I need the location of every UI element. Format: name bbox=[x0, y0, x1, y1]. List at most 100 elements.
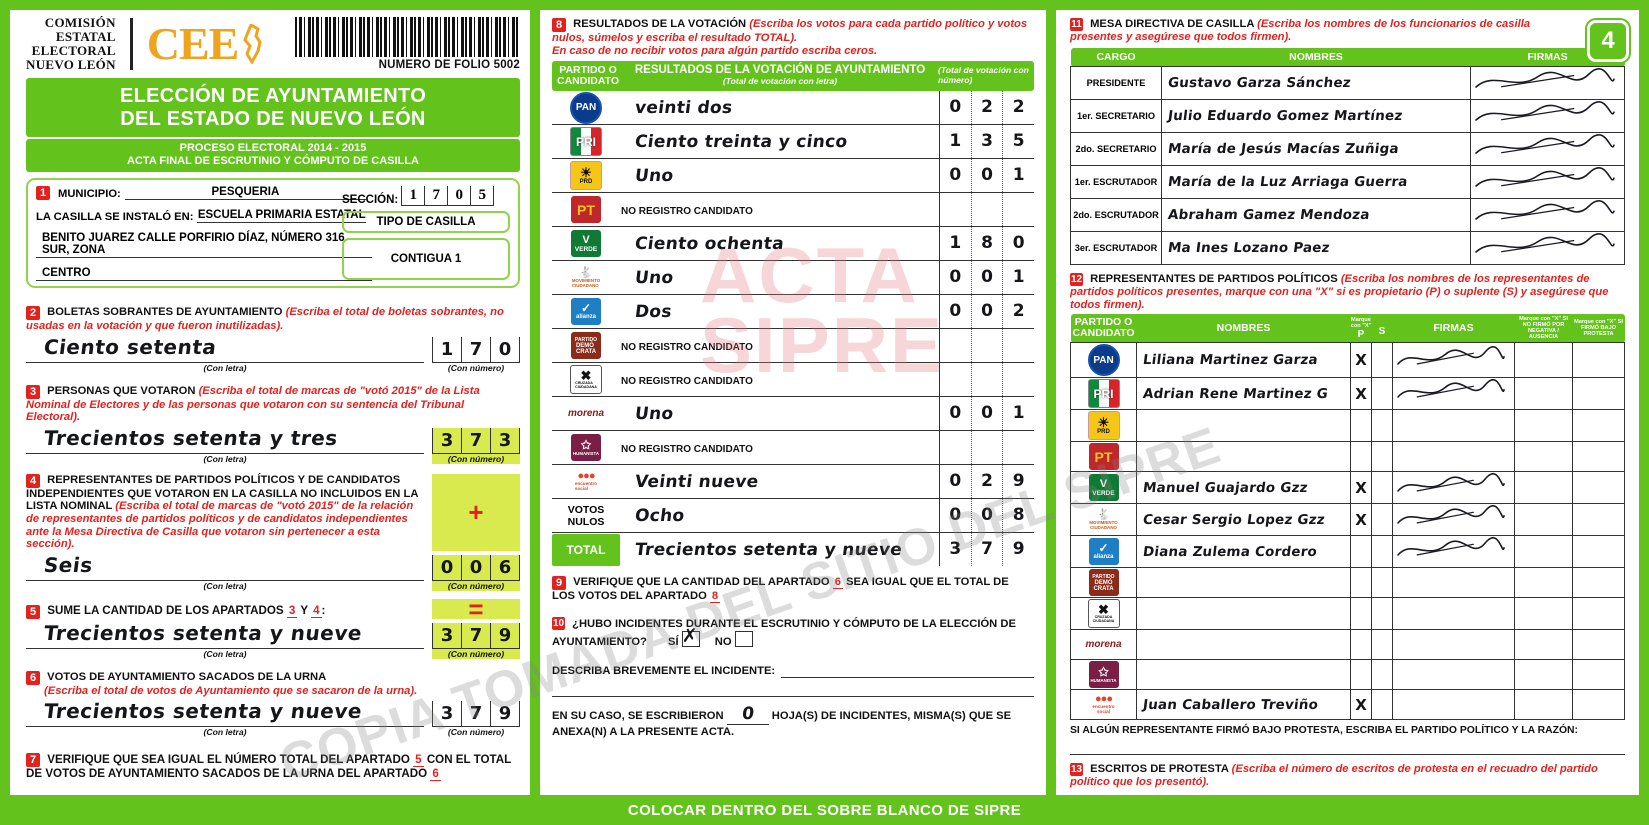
results-row-letter[interactable]: Ciento treinta y cinco bbox=[620, 131, 939, 152]
mesa-firma[interactable] bbox=[1470, 99, 1625, 133]
mesa-firma[interactable] bbox=[1470, 198, 1625, 232]
rep-nombre[interactable] bbox=[1136, 567, 1351, 598]
rep-suplente-mark[interactable] bbox=[1371, 441, 1393, 472]
seccion-digit-1[interactable]: 1 bbox=[401, 186, 425, 206]
mesa-nombre[interactable]: Gustavo Garza Sánchez bbox=[1161, 66, 1471, 100]
votos-nulos-digit-3[interactable]: 8 bbox=[1002, 499, 1034, 532]
rep-bajo-protesta-mark[interactable] bbox=[1572, 409, 1625, 442]
rep-firma[interactable] bbox=[1392, 471, 1515, 504]
rep-firma[interactable] bbox=[1392, 409, 1515, 442]
rep-suplente-mark[interactable] bbox=[1371, 659, 1393, 690]
rep-bajo-protesta-mark[interactable] bbox=[1572, 629, 1625, 660]
tipo-casilla-value[interactable]: CONTIGUA 1 bbox=[342, 238, 510, 280]
results-digit-3[interactable] bbox=[1002, 431, 1034, 464]
results-row-letter[interactable]: Uno bbox=[620, 165, 939, 186]
results-row-letter[interactable]: Ciento ochenta bbox=[620, 233, 939, 254]
results-digit-2[interactable]: 2 bbox=[970, 91, 1003, 124]
casilla-line-2[interactable]: BENITO JUAREZ CALLE PORFIRIO DÍAZ, NÚMER… bbox=[36, 232, 372, 258]
results-digit-3[interactable]: 2 bbox=[1002, 295, 1034, 328]
section-3-digit-3[interactable]: 3 bbox=[490, 427, 520, 454]
results-row-letter[interactable]: Veinti nueve bbox=[620, 471, 939, 492]
rep-propietario-mark[interactable] bbox=[1350, 441, 1372, 472]
rep-no-firmo-mark[interactable] bbox=[1514, 597, 1573, 630]
mesa-nombre[interactable]: Ma Ines Lozano Paez bbox=[1161, 231, 1471, 265]
results-digit-2[interactable] bbox=[970, 329, 1003, 362]
results-digit-2[interactable]: 0 bbox=[970, 261, 1003, 294]
results-digit-1[interactable]: 0 bbox=[949, 97, 962, 117]
seccion-digits[interactable]: 1 7 0 5 bbox=[401, 186, 495, 206]
results-row-number[interactable] bbox=[939, 363, 1034, 396]
results-digit-1[interactable] bbox=[940, 363, 971, 396]
rep-nombre[interactable]: Adrian Rene Martinez G bbox=[1136, 377, 1351, 410]
total-number[interactable]: 3 7 9 bbox=[939, 533, 1034, 566]
results-digit-2[interactable] bbox=[970, 363, 1003, 396]
section-6-digit-3[interactable]: 9 bbox=[490, 701, 520, 728]
results-row-letter[interactable]: Uno bbox=[620, 403, 939, 424]
rep-propietario-mark[interactable]: X bbox=[1350, 503, 1372, 536]
total-letter[interactable]: Trecientos setenta y nueve bbox=[620, 539, 939, 560]
votos-nulos-digit-1[interactable]: 0 bbox=[949, 505, 962, 525]
section-2-digit-2[interactable]: 7 bbox=[461, 336, 490, 363]
results-digit-3[interactable]: 2 bbox=[1002, 91, 1034, 124]
results-digit-1[interactable]: 1 bbox=[949, 131, 962, 151]
rep-firma[interactable] bbox=[1392, 689, 1515, 720]
rep-suplente-mark[interactable] bbox=[1371, 377, 1393, 410]
results-digit-2[interactable]: 0 bbox=[970, 159, 1003, 192]
rep-no-firmo-mark[interactable] bbox=[1514, 535, 1573, 568]
results-digit-3[interactable]: 1 bbox=[1002, 397, 1034, 430]
section-2-digit-3[interactable]: 0 bbox=[490, 336, 520, 363]
results-digit-2[interactable]: 8 bbox=[970, 227, 1003, 260]
results-digit-3[interactable]: 5 bbox=[1002, 125, 1034, 158]
section-4-digit-2[interactable]: 0 bbox=[461, 554, 490, 581]
casilla-line-3[interactable]: CENTRO bbox=[36, 267, 372, 281]
results-digit-1[interactable]: 1 bbox=[949, 233, 962, 253]
rep-no-firmo-mark[interactable] bbox=[1514, 342, 1573, 378]
mesa-nombre[interactable]: Julio Eduardo Gomez Martínez bbox=[1161, 99, 1471, 133]
results-digit-1[interactable]: 0 bbox=[949, 165, 962, 185]
sheets-count-field[interactable]: 0 bbox=[726, 704, 769, 725]
results-digit-3[interactable]: 9 bbox=[1002, 465, 1034, 498]
rep-no-firmo-mark[interactable] bbox=[1514, 629, 1573, 660]
total-digit-1[interactable]: 3 bbox=[949, 539, 962, 559]
rep-bajo-protesta-mark[interactable] bbox=[1572, 503, 1625, 536]
rep-nombre[interactable] bbox=[1136, 629, 1351, 660]
results-digit-3[interactable] bbox=[1002, 193, 1034, 226]
results-digit-2[interactable]: 0 bbox=[970, 295, 1003, 328]
section-2-digit-1[interactable]: 1 bbox=[432, 336, 461, 363]
results-digit-1[interactable] bbox=[940, 193, 971, 226]
rep-propietario-mark[interactable] bbox=[1350, 409, 1372, 442]
rep-propietario-mark[interactable]: X bbox=[1350, 471, 1372, 504]
rep-bajo-protesta-mark[interactable] bbox=[1572, 441, 1625, 472]
results-row-letter[interactable]: Uno bbox=[620, 267, 939, 288]
rep-propietario-mark[interactable]: X bbox=[1350, 689, 1372, 720]
protest-note-input[interactable] bbox=[1070, 738, 1625, 755]
results-digit-1[interactable]: 0 bbox=[949, 301, 962, 321]
section-4-digit-1[interactable]: 0 bbox=[432, 554, 461, 581]
votos-nulos-letter[interactable]: Ocho bbox=[620, 505, 939, 526]
rep-propietario-mark[interactable] bbox=[1350, 535, 1372, 568]
section-4-letter-field[interactable]: Seis bbox=[26, 553, 424, 581]
section-5-digit-3[interactable]: 9 bbox=[490, 622, 520, 649]
rep-no-firmo-mark[interactable] bbox=[1514, 471, 1573, 504]
rep-propietario-mark[interactable]: X bbox=[1350, 377, 1372, 410]
rep-bajo-protesta-mark[interactable] bbox=[1572, 535, 1625, 568]
rep-suplente-mark[interactable] bbox=[1371, 409, 1393, 442]
rep-suplente-mark[interactable] bbox=[1371, 689, 1393, 720]
rep-bajo-protesta-mark[interactable] bbox=[1572, 471, 1625, 504]
rep-nombre[interactable]: Cesar Sergio Lopez Gzz bbox=[1136, 503, 1351, 536]
results-row-letter[interactable]: NO REGISTRO CANDIDATO bbox=[620, 438, 939, 457]
municipio-value[interactable]: PESQUERIA bbox=[124, 186, 366, 200]
results-digit-2[interactable]: 2 bbox=[970, 465, 1003, 498]
results-row-letter[interactable]: Dos bbox=[620, 301, 939, 322]
results-row-letter[interactable]: veinti dos bbox=[620, 97, 939, 118]
section-6-letter-field[interactable]: Trecientos setenta y nueve bbox=[26, 699, 424, 728]
rep-nombre[interactable]: Juan Caballero Treviño bbox=[1136, 689, 1351, 720]
mesa-nombre[interactable]: María de la Luz Arriaga Guerra bbox=[1161, 165, 1471, 199]
rep-bajo-protesta-mark[interactable] bbox=[1572, 342, 1625, 378]
rep-firma[interactable] bbox=[1392, 342, 1515, 378]
